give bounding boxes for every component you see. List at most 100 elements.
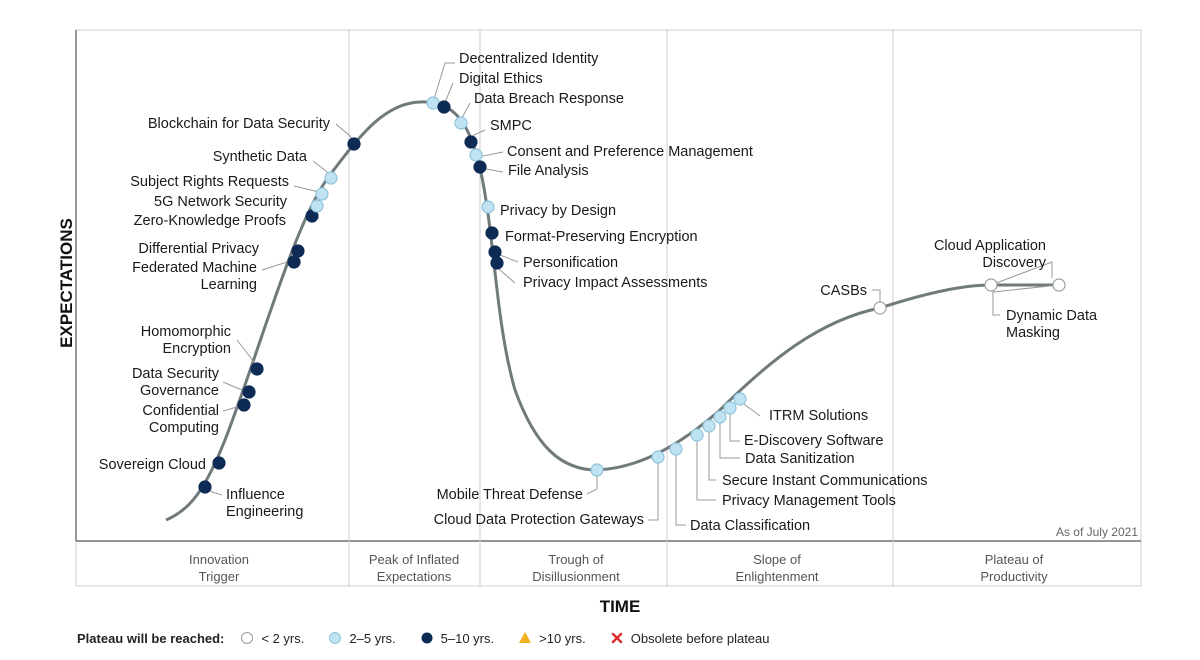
- tech-label-federated-machine-learning: Federated Machine: [132, 260, 257, 276]
- marker-dynamic-data-masking[interactable]: [1052, 278, 1066, 292]
- phase-label-line1: Peak of Inflated: [369, 552, 459, 567]
- marker-data-breach-response[interactable]: [454, 116, 468, 130]
- light-blue-circle-icon: [329, 632, 342, 644]
- tech-label-data-security-governance: Governance: [140, 383, 219, 399]
- tech-label-smpc: SMPC: [490, 118, 532, 134]
- marker-blockchain-for-data-security[interactable]: [347, 137, 361, 151]
- marker-synthetic-data[interactable]: [324, 171, 338, 185]
- marker-data-classification[interactable]: [669, 442, 683, 456]
- marker-influence-engineering[interactable]: [198, 480, 212, 494]
- tech-label-casbs: CASBs: [820, 283, 867, 299]
- phase-label-line2: Productivity: [980, 569, 1048, 584]
- legend: Plateau will be reached: < 2 yrs. 2–5 yr…: [77, 628, 794, 648]
- tech-label-cloud-application-discovery: Discovery: [982, 255, 1046, 271]
- tech-label-homomorphic-encryption: Homomorphic: [141, 324, 231, 340]
- leader-line-cloud-application-discovery: [990, 261, 1053, 286]
- marker-differential-privacy[interactable]: [291, 244, 305, 258]
- tech-label-data-security-governance: Data Security: [132, 366, 220, 382]
- legend-label: >10 yrs.: [539, 630, 586, 646]
- phase-label-line2: Disillusionment: [532, 569, 620, 584]
- y-axis-title: EXPECTATIONS: [57, 218, 76, 348]
- tech-label-privacy-management-tools: Privacy Management Tools: [722, 493, 896, 509]
- tech-label-privacy-by-design: Privacy by Design: [500, 203, 616, 219]
- marker-secure-instant-communications[interactable]: [702, 419, 716, 433]
- marker-5g-network-security[interactable]: [310, 199, 324, 213]
- marker-confidential-computing[interactable]: [237, 398, 251, 412]
- tech-label-subject-rights-requests: Subject Rights Requests: [130, 174, 289, 190]
- leader-line-cloud-data-protection-gateways: [648, 457, 659, 521]
- tech-label-blockchain-for-data-security: Blockchain for Data Security: [148, 116, 331, 132]
- marker-homomorphic-encryption[interactable]: [250, 362, 264, 376]
- tech-label-dynamic-data-masking: Dynamic Data: [1006, 308, 1098, 324]
- phase-label-line1: Innovation: [189, 552, 249, 567]
- as-of-note: As of July 2021: [1056, 525, 1138, 539]
- marker-data-sanitization[interactable]: [713, 410, 727, 424]
- tech-label-confidential-computing: Confidential: [142, 403, 219, 419]
- marker-mobile-threat-defense[interactable]: [590, 463, 604, 477]
- marker-format-preserving-encryption[interactable]: [485, 226, 499, 240]
- dark-blue-circle-icon: [421, 632, 433, 644]
- tech-label-synthetic-data: Synthetic Data: [213, 149, 308, 165]
- legend-item-5to10: 5–10 yrs.: [420, 631, 494, 646]
- marker-personification[interactable]: [488, 245, 502, 259]
- phase-label-line2: Expectations: [377, 569, 452, 584]
- marker-consent-and-preference-management[interactable]: [469, 148, 483, 162]
- tech-label-e-discovery-software: E-Discovery Software: [744, 433, 883, 449]
- legend-item-lt2: < 2 yrs.: [240, 631, 304, 646]
- marker-decentralized-identity[interactable]: [426, 96, 440, 110]
- marker-e-discovery-software[interactable]: [723, 401, 737, 415]
- legend-item-2to5: 2–5 yrs.: [328, 630, 396, 646]
- tech-label-personification: Personification: [523, 255, 618, 271]
- marker-privacy-by-design[interactable]: [481, 200, 495, 214]
- marker-subject-rights-requests[interactable]: [315, 187, 329, 201]
- tech-label-secure-instant-communications: Secure Instant Communications: [722, 473, 928, 489]
- tech-label-dynamic-data-masking: Masking: [1006, 325, 1060, 341]
- tech-label-consent-and-preference-management: Consent and Preference Management: [507, 144, 753, 160]
- leader-line-decentralized-identity: [432, 62, 455, 104]
- tech-label-data-classification: Data Classification: [690, 518, 810, 534]
- yellow-triangle-icon: [519, 632, 532, 643]
- leader-line-privacy-management-tools: [696, 435, 716, 501]
- tech-label-influence-engineering: Engineering: [226, 504, 303, 520]
- phase-label-line2: Enlightenment: [735, 569, 818, 584]
- tech-label-decentralized-identity: Decentralized Identity: [459, 51, 599, 67]
- tech-label-format-preserving-encryption: Format-Preserving Encryption: [505, 229, 698, 245]
- marker-cloud-data-protection-gateways[interactable]: [651, 450, 665, 464]
- legend-label: 2–5 yrs.: [349, 630, 396, 646]
- marker-sovereign-cloud[interactable]: [212, 456, 226, 470]
- tech-label-sovereign-cloud: Sovereign Cloud: [99, 457, 206, 473]
- chart-frame: Innovation Trigger Peak of Inflated Expecta…: [75, 29, 1142, 587]
- phase-label-line1: Trough of: [548, 552, 604, 567]
- marker-data-security-governance[interactable]: [242, 385, 256, 399]
- marker-smpc[interactable]: [464, 135, 478, 149]
- tech-label-file-analysis: File Analysis: [508, 163, 589, 179]
- tech-label-homomorphic-encryption: Encryption: [162, 341, 231, 357]
- tech-label-digital-ethics: Digital Ethics: [459, 71, 543, 87]
- marker-cloud-application-discovery[interactable]: [984, 278, 998, 292]
- marker-privacy-management-tools[interactable]: [690, 428, 704, 442]
- legend-item-obsolete: Obsolete before plateau: [610, 631, 770, 646]
- tech-label-data-breach-response: Data Breach Response: [474, 91, 624, 107]
- legend-title: Plateau will be reached:: [77, 630, 225, 646]
- marker-digital-ethics[interactable]: [437, 100, 451, 114]
- tech-label-zero-knowledge-proofs: Zero-Knowledge Proofs: [134, 213, 286, 229]
- marker-itrm-solutions[interactable]: [733, 392, 747, 406]
- marker-federated-machine-learning[interactable]: [287, 255, 301, 269]
- red-x-icon: [611, 632, 622, 644]
- open-circle-icon: [241, 632, 254, 644]
- marker-privacy-impact-assessments[interactable]: [490, 256, 504, 270]
- tech-label-itrm-solutions: ITRM Solutions: [769, 408, 868, 424]
- leader-line-dynamic-data-masking: [992, 284, 1060, 316]
- phase-label-line2: Trigger: [199, 569, 240, 584]
- legend-label: < 2 yrs.: [261, 630, 305, 646]
- marker-file-analysis[interactable]: [473, 160, 487, 174]
- marker-casbs[interactable]: [873, 301, 887, 315]
- tech-label-5g-network-security: 5G Network Security: [154, 194, 288, 210]
- tech-label-differential-privacy: Differential Privacy: [138, 241, 259, 257]
- legend-label: 5–10 yrs.: [440, 630, 495, 646]
- technology-markers: [198, 96, 1066, 494]
- leader-line-secure-instant-communications: [708, 426, 716, 481]
- x-axis-title: TIME: [600, 597, 641, 616]
- tech-label-federated-machine-learning: Learning: [201, 277, 257, 293]
